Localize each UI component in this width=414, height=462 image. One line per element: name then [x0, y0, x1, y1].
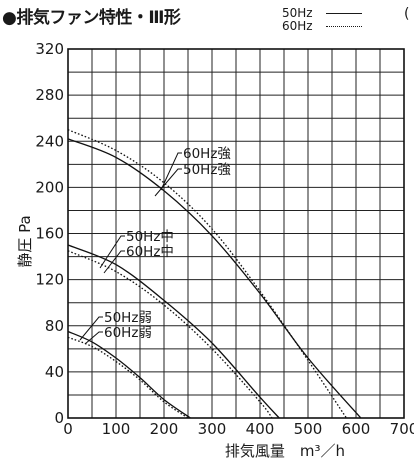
- y-tick-label: 280: [35, 86, 64, 104]
- legend-label-60hz: 60Hz: [282, 19, 313, 33]
- x-tick-label: 100: [102, 420, 131, 438]
- curves: [67, 129, 362, 419]
- tick-labels: 0 40 80 120 160 200 240 280 320 0 100 200 300 400 500 6…: [35, 40, 414, 438]
- x-tick-label: 500: [294, 420, 323, 438]
- curve-label: 60Hz弱: [104, 325, 152, 341]
- legend-item-50hz: 50Hz: [282, 7, 362, 20]
- legend-dotted-line: [326, 26, 362, 27]
- curve-label: 50Hz弱: [104, 310, 152, 326]
- curve-60Hz中: [67, 250, 273, 419]
- curve-60Hz強: [67, 129, 347, 419]
- curve-label: 50Hz強: [183, 162, 231, 178]
- y-axis-label: 静圧 Pa: [16, 215, 34, 267]
- y-tick-label: 200: [35, 178, 64, 196]
- leader-line: [154, 168, 182, 197]
- cutoff-mark: (: [404, 6, 410, 22]
- legend-solid-line: [326, 13, 362, 14]
- curve-60Hz弱: [67, 336, 189, 419]
- y-tick-label: 120: [35, 271, 64, 289]
- legend-item-60hz: 60Hz: [282, 20, 362, 33]
- curve-50Hz弱: [67, 330, 191, 419]
- grid: [68, 49, 404, 418]
- leader-line: [103, 250, 125, 274]
- x-tick-label: 0: [63, 420, 73, 438]
- y-tick-label: 40: [45, 363, 64, 381]
- leader-line: [99, 235, 125, 269]
- leader-line: [160, 152, 182, 191]
- chart-title: ●排気ファン特性・Ⅲ形: [2, 8, 181, 28]
- y-tick-label: 160: [35, 225, 64, 243]
- curve-label: 50Hz中: [126, 229, 174, 245]
- y-tick-label: 240: [35, 132, 64, 150]
- legend: 50Hz 60Hz: [282, 7, 362, 33]
- x-tick-label: 400: [246, 420, 275, 438]
- x-tick-label: 300: [198, 420, 227, 438]
- y-tick-label: 80: [45, 317, 64, 335]
- x-tick-label: 200: [150, 420, 179, 438]
- plot-border: [67, 48, 405, 419]
- plot-frame: [67, 48, 405, 419]
- x-tick-label: 700: [390, 420, 414, 438]
- leader-line: [84, 331, 103, 345]
- x-axis-label: 排気風量 m³／h: [225, 442, 345, 460]
- y-tick-label: 320: [35, 40, 64, 58]
- curve-50Hz強: [67, 138, 362, 419]
- x-tick-label: 600: [342, 420, 371, 438]
- leader-line: [79, 316, 103, 341]
- curve-label: 60Hz中: [126, 244, 174, 260]
- curve-label: 60Hz強: [183, 146, 231, 162]
- y-tick-label: 0: [54, 409, 64, 427]
- legend-label-50hz: 50Hz: [282, 6, 313, 20]
- curve-50Hz中: [67, 244, 280, 419]
